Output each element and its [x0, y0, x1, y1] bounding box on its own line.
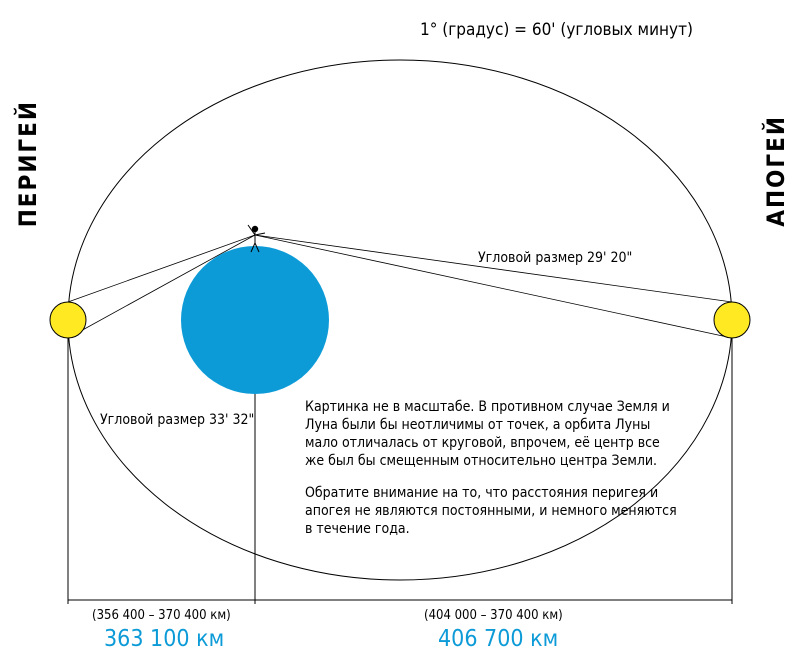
perigee-axis-label: ПЕРИГЕЙ [14, 100, 42, 227]
distance-perigee: 363 100 км [104, 626, 224, 652]
angular-size-perigee: Угловой размер 33' 32" [100, 412, 254, 428]
apogee-axis-label: АПОГЕЙ [762, 115, 790, 227]
range-apogee: (404 000 – 370 400 км) [424, 608, 563, 623]
moon-perigee [50, 302, 86, 338]
distance-apogee: 406 700 км [438, 626, 558, 652]
range-perigee: (356 400 – 370 400 км) [92, 608, 231, 623]
paragraph-2: Обратите внимание на то, что расстояния … [305, 484, 677, 538]
moon-apogee [714, 302, 750, 338]
earth [181, 246, 329, 394]
angular-size-apogee: Угловой размер 29' 20" [478, 250, 632, 266]
top-note: 1° (градус) = 60' (угловых минут) [420, 20, 693, 40]
paragraph-1: Картинка не в масштабе. В противном случ… [305, 398, 677, 470]
diagram-svg [0, 0, 800, 667]
